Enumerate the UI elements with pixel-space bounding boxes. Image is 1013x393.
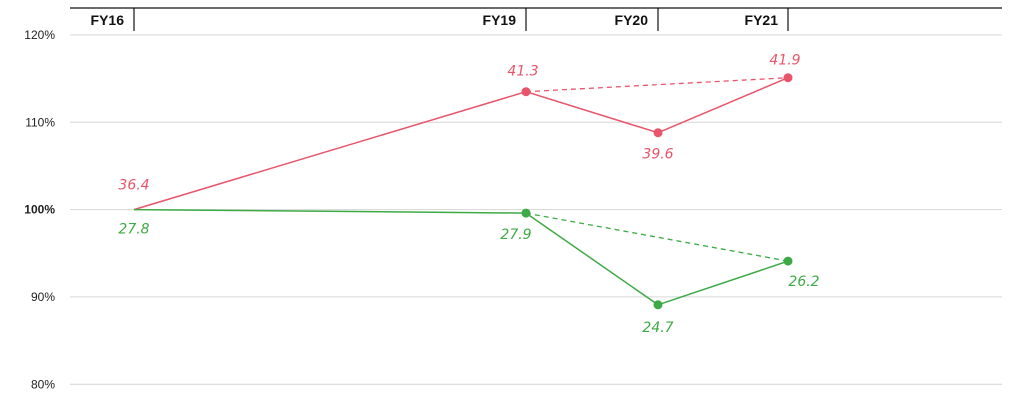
data-label: 39.6 bbox=[642, 147, 673, 163]
data-point bbox=[783, 73, 793, 83]
data-point bbox=[521, 87, 531, 97]
y-tick-label: 80% bbox=[31, 377, 55, 391]
data-point bbox=[521, 208, 531, 218]
data-point bbox=[653, 128, 663, 138]
x-tick-label: FY16 bbox=[91, 12, 125, 28]
data-label: 36.4 bbox=[118, 178, 149, 194]
data-label: 41.9 bbox=[769, 53, 800, 69]
series-line bbox=[133, 77, 789, 211]
data-label: 27.8 bbox=[118, 222, 149, 238]
x-tick-label: FY19 bbox=[483, 12, 517, 28]
data-label: 24.7 bbox=[642, 320, 673, 336]
gridlines bbox=[70, 34, 1002, 385]
trend-line bbox=[525, 77, 789, 93]
x-axis-header: FY16 FY19 FY20 FY21 bbox=[91, 8, 789, 31]
data-point bbox=[653, 300, 663, 310]
trend-line bbox=[525, 212, 789, 262]
data-label: 26.2 bbox=[788, 274, 819, 290]
data-label: 41.3 bbox=[507, 64, 538, 80]
y-axis-tick-labels: 80% 90% 100% 110% 120% bbox=[24, 28, 55, 391]
y-tick-label: 100% bbox=[24, 203, 55, 217]
y-tick-label: 90% bbox=[31, 290, 55, 304]
y-tick-label: 120% bbox=[24, 28, 55, 42]
series-layer: 36.4 41.3 39.6 41.9 27.8 27.9 24.7 26.2 bbox=[118, 53, 819, 336]
x-tick-label: FY21 bbox=[745, 12, 779, 28]
y-tick-label: 110% bbox=[25, 115, 55, 129]
series-line bbox=[133, 208, 789, 306]
x-tick-label: FY20 bbox=[615, 12, 649, 28]
data-point bbox=[783, 256, 793, 266]
data-label: 27.9 bbox=[500, 227, 531, 243]
